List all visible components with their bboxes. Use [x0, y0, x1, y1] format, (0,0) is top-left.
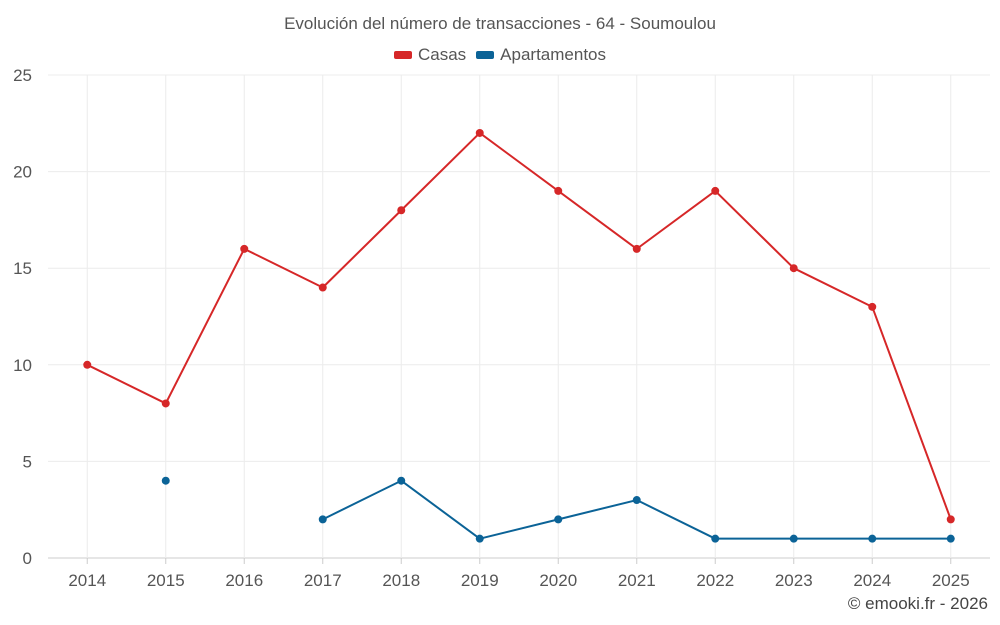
data-point-apartamentos-2021 — [632, 496, 641, 505]
x-tick-label-2014: 2014 — [68, 571, 106, 590]
legend-swatch-casas — [393, 51, 412, 59]
data-point-casas-2021 — [632, 244, 641, 253]
data-point-casas-2014 — [83, 360, 92, 369]
data-point-casas-2023 — [789, 264, 798, 273]
data-point-casas-2016 — [240, 244, 249, 253]
x-tick-label-2018: 2018 — [382, 571, 420, 590]
legend-item-casas[interactable]: Casas — [393, 45, 467, 65]
y-tick-label-20: 20 — [13, 163, 32, 182]
y-tick-label-0: 0 — [23, 549, 32, 568]
data-point-apartamentos-2025 — [946, 534, 955, 543]
data-point-apartamentos-2018 — [397, 476, 406, 485]
data-point-casas-2017 — [318, 283, 327, 292]
y-tick-label-5: 5 — [23, 452, 32, 471]
series-line-casas-0 — [86, 131, 952, 520]
data-point-apartamentos-2019 — [475, 534, 484, 543]
x-tick-label-2025: 2025 — [932, 571, 970, 590]
y-tick-label-15: 15 — [13, 259, 32, 278]
y-tick-label-25: 25 — [13, 66, 32, 85]
data-point-casas-2025 — [946, 515, 955, 524]
data-point-apartamentos-2020 — [554, 515, 563, 524]
data-point-casas-2019 — [475, 128, 484, 137]
data-point-apartamentos-2024 — [868, 534, 877, 543]
legend-label-apartamentos: Apartamentos — [500, 45, 607, 64]
x-tick-label-2015: 2015 — [147, 571, 185, 590]
data-point-casas-2018 — [397, 206, 406, 215]
chart-title: Evolución del número de transacciones - … — [284, 14, 716, 33]
data-point-casas-2022 — [711, 186, 720, 195]
legend-label-casas: Casas — [417, 45, 467, 64]
legend-item-apartamentos[interactable]: Apartamentos — [476, 45, 606, 65]
x-tick-label-2020: 2020 — [539, 571, 577, 590]
data-point-apartamentos-2017 — [318, 515, 327, 524]
data-point-apartamentos-2023 — [789, 534, 798, 543]
x-tick-label-2023: 2023 — [775, 571, 813, 590]
legend: Casas Apartamentos — [0, 45, 1000, 65]
legend-swatch-apartamentos — [476, 51, 495, 59]
x-tick-label-2016: 2016 — [225, 571, 263, 590]
x-tick-label-2022: 2022 — [696, 571, 734, 590]
credit-text: © emooki.fr - 2026 — [847, 594, 988, 613]
data-point-casas-2020 — [554, 186, 563, 195]
data-point-apartamentos-2022 — [711, 534, 720, 543]
y-tick-label-10: 10 — [13, 356, 32, 375]
x-tick-label-2017: 2017 — [304, 571, 342, 590]
data-point-casas-2015 — [161, 399, 170, 408]
x-tick-label-2019: 2019 — [461, 571, 499, 590]
data-point-apartamentos-2015 — [161, 476, 170, 485]
data-point-casas-2024 — [868, 302, 877, 311]
x-tick-label-2021: 2021 — [618, 571, 656, 590]
x-tick-label-2024: 2024 — [853, 571, 891, 590]
